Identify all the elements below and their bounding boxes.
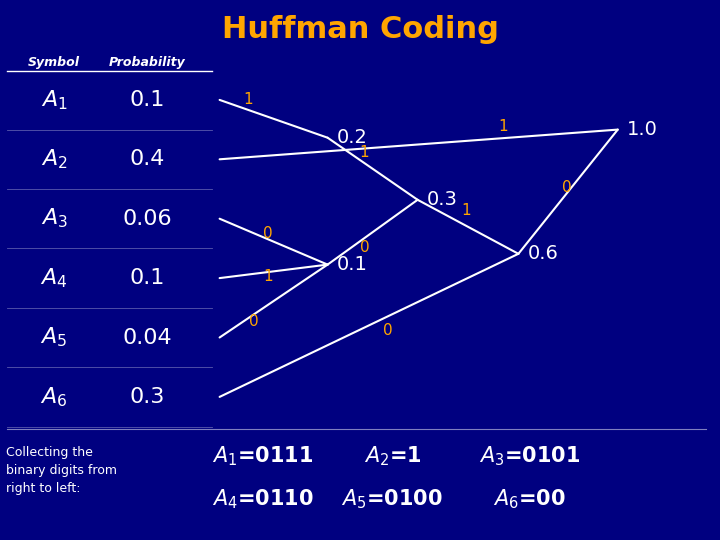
Text: $A_5$: $A_5$ (40, 326, 68, 349)
Text: 0.06: 0.06 (123, 208, 172, 229)
Text: $A_2$=1: $A_2$=1 (364, 444, 421, 468)
Text: Probability: Probability (109, 56, 186, 69)
Text: $A_6$=00: $A_6$=00 (492, 488, 566, 511)
Text: 1.0: 1.0 (627, 120, 658, 139)
Text: 1: 1 (462, 203, 472, 218)
Text: 0: 0 (562, 180, 572, 194)
Text: 0: 0 (383, 322, 392, 338)
Text: $A_6$: $A_6$ (40, 385, 68, 409)
Text: Huffman Coding: Huffman Coding (222, 15, 498, 44)
Text: 1: 1 (263, 269, 273, 284)
Text: Collecting the
binary digits from
right to left:: Collecting the binary digits from right … (6, 447, 117, 495)
Text: 1: 1 (498, 119, 508, 133)
Text: 0: 0 (263, 226, 273, 241)
Text: 0.4: 0.4 (130, 149, 166, 170)
Text: 0: 0 (249, 314, 258, 329)
Text: $A_3$: $A_3$ (40, 207, 68, 231)
Text: $A_2$: $A_2$ (40, 147, 68, 171)
Text: 0.3: 0.3 (130, 387, 166, 407)
Text: $A_4$=0110: $A_4$=0110 (212, 488, 314, 511)
Text: $A_5$=0100: $A_5$=0100 (341, 488, 444, 511)
Text: 1: 1 (243, 92, 253, 107)
Text: 0.1: 0.1 (130, 268, 166, 288)
Text: $A_3$=0101: $A_3$=0101 (479, 444, 580, 468)
Text: $A_1$: $A_1$ (40, 88, 68, 112)
Text: $A_4$: $A_4$ (40, 266, 68, 290)
Text: 0.3: 0.3 (427, 190, 458, 210)
Text: 0: 0 (360, 240, 369, 255)
Text: Symbol: Symbol (28, 56, 80, 69)
Text: 1: 1 (360, 145, 369, 160)
Text: 0.1: 0.1 (337, 255, 368, 274)
Text: $A_1$=0111: $A_1$=0111 (212, 444, 313, 468)
Text: 0.1: 0.1 (130, 90, 166, 110)
Text: 0.2: 0.2 (337, 128, 368, 147)
Text: 0.6: 0.6 (528, 244, 559, 264)
Text: 0.04: 0.04 (123, 327, 172, 348)
